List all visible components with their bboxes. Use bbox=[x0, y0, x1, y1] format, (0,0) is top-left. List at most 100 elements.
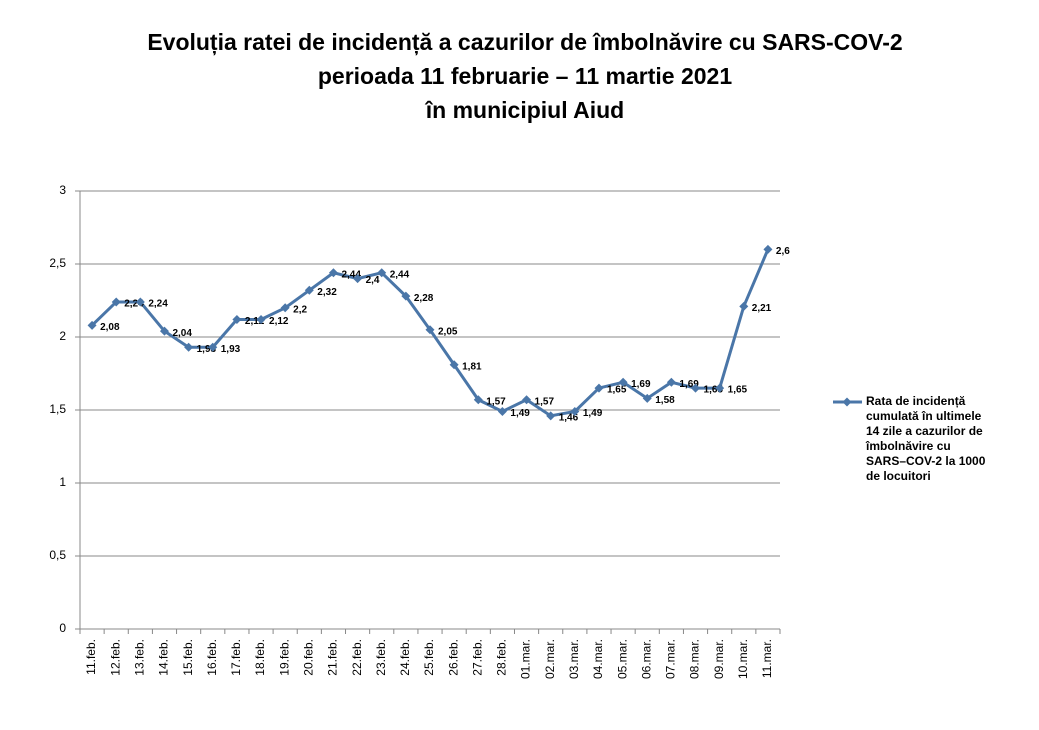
x-tick-label: 16.feb. bbox=[205, 639, 219, 676]
point-marker bbox=[594, 383, 604, 393]
point-marker bbox=[135, 297, 145, 307]
data-label: 2,4 bbox=[366, 275, 380, 286]
data-label: 1,65 bbox=[704, 385, 724, 396]
legend-label: Rata de incidență cumulată în ultimele 1… bbox=[866, 394, 986, 483]
data-label: 1,65 bbox=[728, 385, 748, 396]
data-label: 2,04 bbox=[172, 328, 192, 339]
point-marker bbox=[642, 393, 652, 403]
data-label: 1,69 bbox=[631, 379, 651, 390]
data-label: 2,12 bbox=[245, 316, 265, 327]
x-tick-label: 02.mar. bbox=[543, 639, 557, 679]
x-tick-label: 07.mar. bbox=[664, 639, 678, 679]
point-marker bbox=[256, 314, 266, 324]
data-label: 2,28 bbox=[414, 293, 434, 304]
point-marker bbox=[208, 342, 218, 352]
x-tick-label: 10.mar. bbox=[736, 639, 750, 679]
point-marker bbox=[497, 406, 507, 416]
y-tick-label: 2 bbox=[59, 329, 66, 343]
chart-title: perioada 11 februarie – 11 martie 2021 bbox=[318, 63, 732, 89]
data-label: 2,2 bbox=[293, 304, 307, 315]
x-tick-label: 25.feb. bbox=[422, 639, 436, 676]
point-marker bbox=[449, 360, 459, 370]
data-label: 2,44 bbox=[341, 269, 361, 280]
point-marker bbox=[353, 274, 363, 284]
point-marker bbox=[739, 301, 749, 311]
point-marker bbox=[473, 395, 483, 405]
data-label: 2,6 bbox=[776, 246, 790, 257]
point-marker bbox=[715, 383, 725, 393]
point-marker bbox=[328, 268, 338, 278]
x-tick-label: 11.feb. bbox=[84, 639, 98, 675]
chart-title: Evoluția ratei de incidență a cazurilor … bbox=[147, 29, 902, 56]
data-label: 1,93 bbox=[221, 344, 241, 355]
point-marker bbox=[232, 314, 242, 324]
y-tick-label: 1,5 bbox=[49, 402, 66, 416]
point-marker bbox=[425, 325, 435, 335]
x-tick-label: 11.mar. bbox=[760, 639, 774, 678]
data-label: 2,12 bbox=[269, 316, 289, 327]
x-tick-label: 17.feb. bbox=[229, 639, 243, 676]
x-tick-label: 05.mar. bbox=[615, 639, 629, 679]
data-label: 2,24 bbox=[124, 299, 144, 310]
data-label: 1,81 bbox=[462, 361, 482, 372]
x-tick-label: 01.mar. bbox=[519, 639, 533, 679]
point-marker bbox=[87, 320, 97, 330]
point-marker bbox=[184, 342, 194, 352]
x-tick-label: 03.mar. bbox=[567, 639, 581, 679]
x-tick-label: 18.feb. bbox=[253, 639, 267, 676]
x-tick-label: 22.feb. bbox=[350, 639, 364, 676]
y-tick-label: 3 bbox=[59, 183, 66, 197]
point-marker bbox=[618, 377, 628, 387]
y-tick-label: 0 bbox=[59, 621, 66, 635]
point-marker bbox=[401, 291, 411, 301]
legend-marker bbox=[842, 397, 852, 407]
data-label: 1,57 bbox=[535, 396, 555, 407]
data-label: 1,46 bbox=[559, 412, 579, 423]
x-tick-label: 04.mar. bbox=[591, 639, 605, 679]
data-label: 2,08 bbox=[100, 322, 120, 333]
y-tick-label: 0,5 bbox=[49, 548, 66, 562]
x-tick-label: 27.feb. bbox=[470, 639, 484, 676]
x-tick-label: 26.feb. bbox=[446, 639, 460, 676]
point-marker bbox=[570, 406, 580, 416]
y-tick-label: 2,5 bbox=[49, 256, 66, 270]
data-label: 2,05 bbox=[438, 326, 458, 337]
x-tick-label: 13.feb. bbox=[133, 639, 147, 676]
x-tick-label: 15.feb. bbox=[181, 639, 195, 676]
x-tick-label: 24.feb. bbox=[398, 639, 412, 676]
point-marker bbox=[304, 285, 314, 295]
x-tick-label: 06.mar. bbox=[639, 639, 653, 679]
x-tick-label: 09.mar. bbox=[712, 639, 726, 679]
point-marker bbox=[377, 268, 387, 278]
x-tick-label: 14.feb. bbox=[157, 639, 171, 676]
point-marker bbox=[691, 383, 701, 393]
point-marker bbox=[522, 395, 532, 405]
data-label: 1,49 bbox=[583, 408, 603, 419]
data-label: 2,24 bbox=[148, 299, 168, 310]
data-label: 1,93 bbox=[197, 344, 217, 355]
x-tick-label: 12.feb. bbox=[108, 639, 122, 676]
x-tick-label: 28.feb. bbox=[495, 639, 509, 676]
chart-title: în municipiul Aiud bbox=[425, 97, 624, 123]
data-label: 1,69 bbox=[679, 379, 699, 390]
data-label: 1,65 bbox=[607, 385, 627, 396]
point-marker bbox=[111, 297, 121, 307]
data-label: 1,58 bbox=[655, 395, 675, 406]
data-label: 2,21 bbox=[752, 303, 772, 314]
x-tick-label: 08.mar. bbox=[688, 639, 702, 679]
data-label: 1,57 bbox=[486, 396, 506, 407]
point-marker bbox=[159, 326, 169, 336]
point-marker bbox=[666, 377, 676, 387]
data-label: 2,32 bbox=[317, 287, 337, 298]
data-label: 2,44 bbox=[390, 269, 410, 280]
data-label: 1,49 bbox=[510, 408, 530, 419]
x-tick-label: 19.feb. bbox=[277, 639, 291, 676]
point-marker bbox=[546, 411, 556, 421]
x-tick-label: 21.feb. bbox=[326, 639, 340, 676]
point-marker bbox=[280, 303, 290, 313]
x-tick-label: 20.feb. bbox=[301, 639, 315, 676]
point-marker bbox=[763, 244, 773, 254]
x-tick-label: 23.feb. bbox=[374, 639, 388, 676]
